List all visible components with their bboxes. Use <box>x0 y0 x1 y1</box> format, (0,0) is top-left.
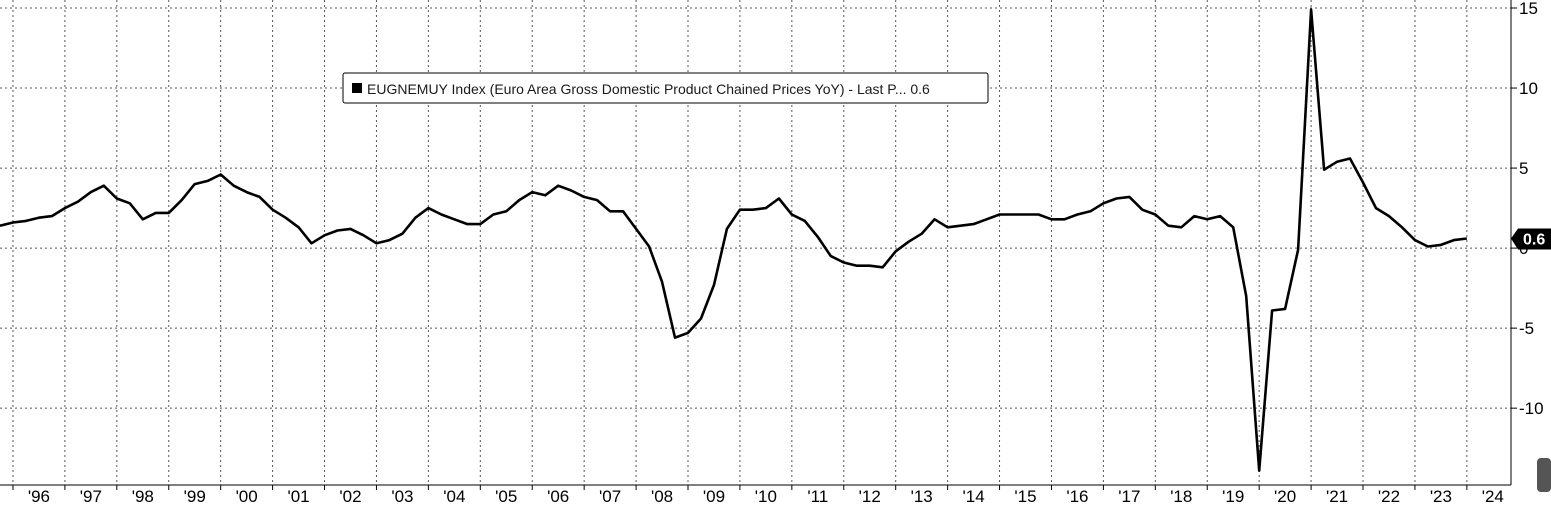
y-tick-label: 5 <box>1519 159 1528 178</box>
x-tick-label: '96 <box>28 487 50 505</box>
x-tick-label: '05 <box>495 487 517 505</box>
x-tick-label: '13 <box>911 487 933 505</box>
series-line <box>0 8 1468 472</box>
x-tick-label: '00 <box>236 487 258 505</box>
x-tick-label: '97 <box>80 487 102 505</box>
x-tick-label: '01 <box>287 487 309 505</box>
x-tick-label: '02 <box>339 487 361 505</box>
series-layer <box>0 8 1468 472</box>
legend-box <box>342 72 989 104</box>
x-tick-label: '22 <box>1378 487 1400 505</box>
x-tick-label: '07 <box>599 487 621 505</box>
x-tick-label: '14 <box>963 487 985 505</box>
x-tick-label: '09 <box>703 487 725 505</box>
x-tick-label: '21 <box>1326 487 1348 505</box>
x-tick-label: '16 <box>1066 487 1088 505</box>
x-tick-label: '98 <box>132 487 154 505</box>
x-tick-label: '20 <box>1274 487 1296 505</box>
x-tick-label: '12 <box>859 487 881 505</box>
x-tick-label: '24 <box>1482 487 1504 505</box>
y-tick-label: 15 <box>1519 0 1538 18</box>
x-tick-label: '18 <box>1170 487 1192 505</box>
last-value-badge: 0.6 <box>1511 228 1551 250</box>
x-tick-label: '03 <box>391 487 413 505</box>
x-tick-label: '19 <box>1222 487 1244 505</box>
x-tick-label: '99 <box>184 487 206 505</box>
legend-swatch <box>352 83 362 93</box>
x-tick-label: '23 <box>1430 487 1452 505</box>
scroll-handle[interactable] <box>1537 458 1551 492</box>
x-tick-label: '08 <box>651 487 673 505</box>
x-tick-label: '11 <box>807 487 828 505</box>
last-value-label: 0.6 <box>1523 232 1545 249</box>
x-tick-label: '17 <box>1118 487 1140 505</box>
x-tick-label: '15 <box>1014 487 1036 505</box>
y-tick-label: -5 <box>1519 319 1534 338</box>
x-tick-label: '06 <box>547 487 569 505</box>
y-tick-label: -10 <box>1519 399 1544 418</box>
x-tick-label: '04 <box>443 487 465 505</box>
x-tick-label: '10 <box>755 487 777 505</box>
last-value-marker <box>1511 228 1551 250</box>
legend: EUGNEMUY Index (Euro Area Gross Domestic… <box>342 72 989 104</box>
scroll-handle-box[interactable] <box>1537 458 1551 492</box>
y-tick-label: 10 <box>1519 79 1538 98</box>
legend-entry: EUGNEMUY Index (Euro Area Gross Domestic… <box>367 81 930 97</box>
